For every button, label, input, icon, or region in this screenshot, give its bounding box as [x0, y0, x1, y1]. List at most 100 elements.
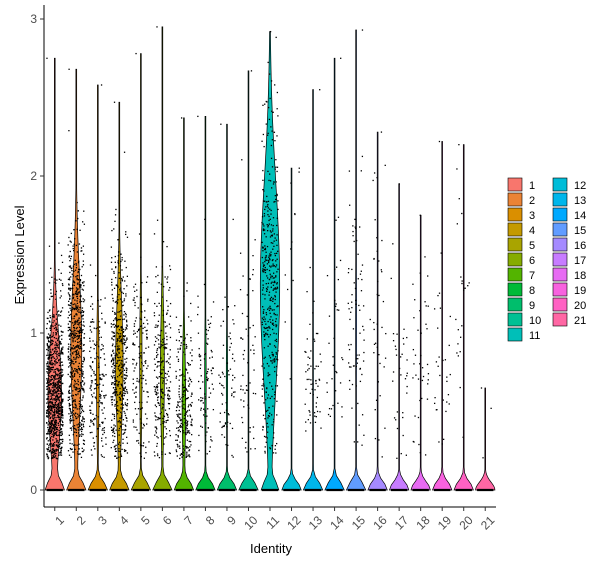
data-point: [115, 402, 118, 404]
data-point: [273, 312, 275, 315]
data-point: [209, 392, 212, 394]
data-point: [264, 271, 267, 274]
data-point: [89, 329, 92, 331]
data-point: [126, 390, 128, 393]
data-point: [156, 453, 159, 455]
data-point: [69, 289, 71, 291]
data-point: [111, 344, 114, 347]
data-point: [111, 293, 113, 296]
data-point: [53, 351, 56, 353]
data-point: [79, 292, 81, 294]
data-point: [57, 444, 60, 446]
data-point: [178, 340, 180, 342]
data-point: [362, 325, 364, 328]
data-point: [76, 371, 78, 373]
data-point: [77, 288, 79, 290]
data-point: [77, 365, 80, 368]
data-point: [273, 240, 275, 242]
data-point: [98, 364, 100, 366]
data-point: [169, 336, 172, 339]
data-point: [225, 443, 227, 446]
data-point: [111, 281, 113, 284]
data-point: [264, 327, 266, 330]
data-point: [80, 428, 82, 431]
data-point: [406, 359, 408, 361]
data-point: [82, 433, 84, 436]
data-point: [47, 402, 50, 404]
data-point: [123, 330, 125, 333]
data-point: [165, 421, 167, 424]
data-point: [49, 449, 51, 452]
data-point: [442, 359, 444, 362]
data-point: [56, 378, 58, 380]
data-point: [261, 289, 264, 291]
y-tick-label: 3: [30, 12, 37, 26]
data-point: [68, 255, 71, 257]
data-point: [276, 385, 279, 387]
data-point: [91, 382, 93, 384]
data-point: [51, 414, 54, 416]
data-point: [164, 426, 166, 428]
data-point: [80, 411, 83, 413]
data-point: [133, 286, 135, 288]
data-point: [48, 408, 50, 410]
data-point: [116, 341, 118, 343]
data-point: [75, 370, 78, 372]
data-point: [427, 305, 429, 307]
data-point: [274, 320, 277, 323]
data-point: [206, 379, 209, 382]
data-point: [274, 254, 277, 257]
data-point: [245, 441, 247, 444]
legend-key-8: [507, 282, 523, 297]
data-point: [68, 434, 70, 436]
data-point: [185, 445, 187, 448]
data-point: [177, 446, 179, 448]
data-point: [271, 362, 273, 364]
data-point: [101, 402, 103, 404]
data-point: [77, 282, 79, 284]
data-point: [269, 327, 271, 329]
data-point: [190, 444, 192, 446]
data-point: [197, 295, 199, 297]
data-point: [74, 383, 76, 385]
data-point: [55, 318, 58, 320]
data-point: [115, 319, 117, 321]
data-point: [68, 314, 71, 316]
data-point: [54, 391, 56, 394]
data-point: [132, 333, 135, 335]
data-point: [165, 332, 167, 334]
data-point: [191, 401, 193, 404]
data-point: [206, 431, 208, 433]
data-point: [222, 344, 225, 346]
data-point: [79, 279, 82, 282]
data-point: [124, 404, 127, 406]
data-point: [440, 252, 442, 254]
data-point: [59, 426, 61, 429]
data-point: [47, 385, 49, 388]
data-point: [160, 372, 162, 375]
data-point: [46, 337, 48, 339]
data-point: [50, 422, 53, 424]
data-point: [76, 330, 78, 332]
data-point: [55, 329, 57, 331]
data-point: [225, 409, 228, 411]
data-point: [74, 407, 76, 409]
data-point: [262, 287, 264, 289]
data-point: [57, 422, 60, 425]
data-point: [58, 364, 61, 367]
data-point: [262, 264, 265, 266]
data-point: [482, 457, 484, 459]
data-point: [68, 288, 70, 290]
data-point: [53, 456, 55, 459]
data-point: [145, 360, 147, 362]
data-point: [49, 317, 52, 319]
data-point: [140, 318, 142, 321]
data-point: [78, 354, 81, 357]
data-point: [100, 84, 103, 86]
data-point: [309, 357, 311, 359]
data-point: [326, 391, 328, 393]
data-point: [115, 317, 117, 319]
data-point: [47, 374, 50, 377]
data-point: [154, 390, 156, 393]
data-point: [60, 390, 62, 392]
